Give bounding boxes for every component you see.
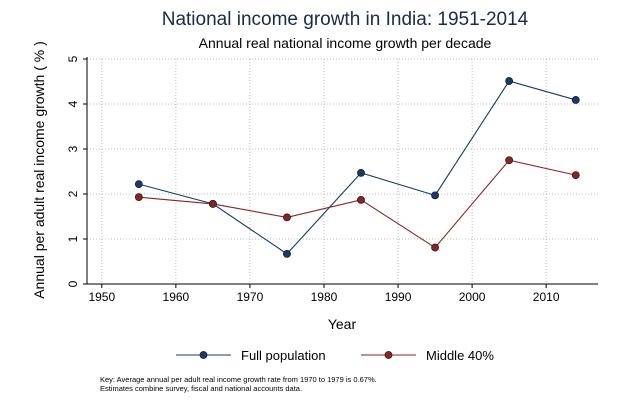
x-tick-label: 1980 xyxy=(311,290,338,304)
data-point xyxy=(357,168,365,177)
data-point xyxy=(134,193,143,202)
y-axis-label: Annual per adult real income growth ( % … xyxy=(31,41,47,299)
footnote-key: Key: Average annual per adult real incom… xyxy=(100,375,377,384)
data-point xyxy=(431,191,439,200)
x-tick-label: 1960 xyxy=(163,290,190,304)
footnote-estimates: Estimates combine survey, fiscal and nat… xyxy=(100,384,303,393)
y-tick-label: 4 xyxy=(66,100,80,107)
legend: Full population Middle 40% xyxy=(176,348,494,363)
y-tick-label: 0 xyxy=(66,280,80,287)
data-point xyxy=(505,77,514,85)
data-point xyxy=(505,156,514,165)
plot-area: 0 1 2 3 4 5 1950 1960 1970 1980 1990 2000 2010 xyxy=(66,55,598,304)
x-axis-label: Year xyxy=(328,316,357,332)
series-line-full-population xyxy=(138,80,576,255)
y-tick-label: 3 xyxy=(66,145,80,152)
x-tick-label: 1950 xyxy=(88,290,115,304)
data-point xyxy=(283,249,291,258)
data-point xyxy=(431,243,439,252)
chart-subtitle: Annual real national income growth per d… xyxy=(199,35,492,51)
x-tick-label: 2000 xyxy=(459,290,486,304)
data-point xyxy=(283,213,291,222)
data-point xyxy=(208,199,217,208)
legend-marker xyxy=(384,351,393,359)
y-tick-label: 5 xyxy=(66,55,80,62)
x-tick-label: 1970 xyxy=(237,290,264,304)
x-tick-label: 1990 xyxy=(385,290,412,304)
data-point xyxy=(357,195,365,204)
data-point xyxy=(134,180,143,188)
data-point xyxy=(571,171,580,179)
y-tick-label: 2 xyxy=(66,190,80,197)
data-point xyxy=(571,96,580,104)
x-tick-label: 2010 xyxy=(533,290,560,304)
legend-marker xyxy=(199,351,208,359)
legend-label: Full population xyxy=(241,348,326,363)
legend-label: Middle 40% xyxy=(426,348,494,363)
chart-title: National income growth in India: 1951-20… xyxy=(162,9,529,30)
y-tick-label: 1 xyxy=(66,235,80,242)
